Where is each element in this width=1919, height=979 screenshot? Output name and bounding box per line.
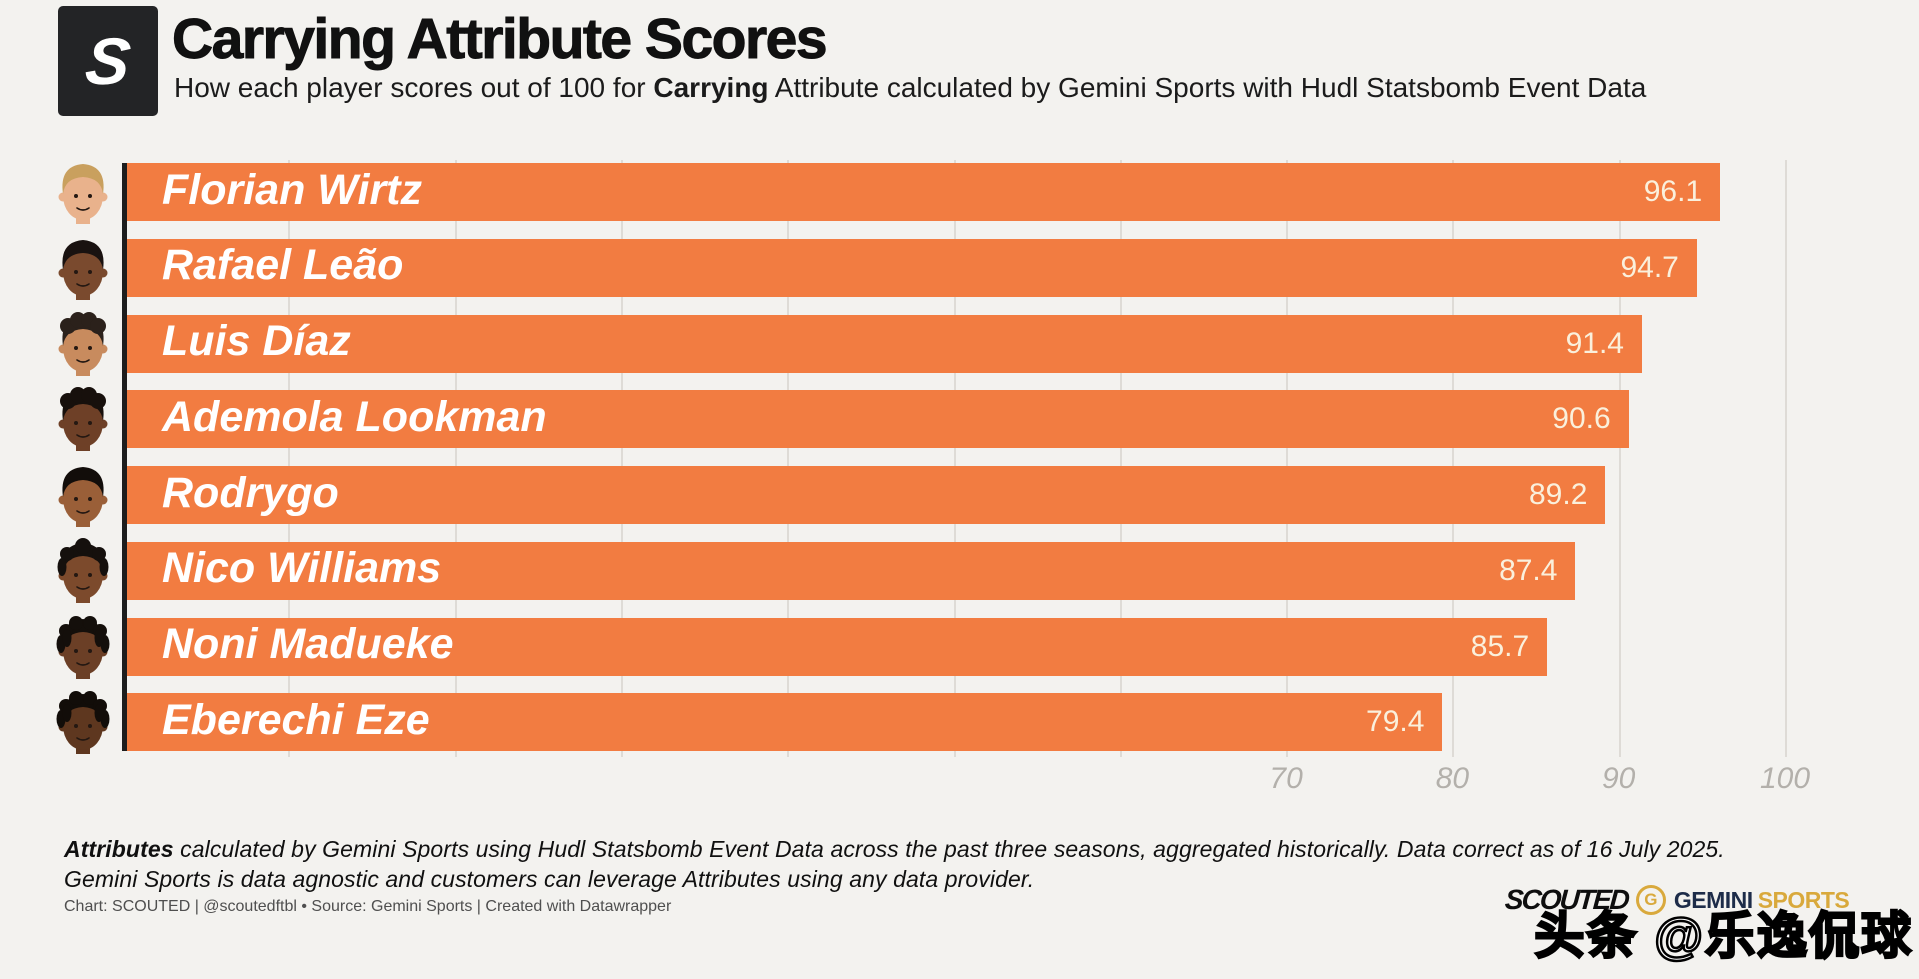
score-bar: Eberechi Eze 79.4 xyxy=(122,693,1443,752)
subtitle-prefix: How each player scores out of 100 for xyxy=(174,72,654,103)
gemini-g-icon: G xyxy=(1635,885,1666,915)
bar-value-label: 94.7 xyxy=(1620,250,1679,284)
footer-note-line2: Gemini Sports is data agnostic and custo… xyxy=(64,866,1035,892)
gridline xyxy=(953,160,956,757)
player-name-label: Eberechi Eze xyxy=(162,695,430,744)
gridline xyxy=(787,160,790,757)
player-name-label: Noni Madueke xyxy=(162,620,454,668)
gridline xyxy=(1452,160,1455,757)
axis-tick-label: 90 xyxy=(1602,762,1636,795)
player-avatar xyxy=(48,308,118,380)
score-bar: Noni Madueke 85.7 xyxy=(122,617,1548,676)
bar-value-label: 96.1 xyxy=(1643,175,1703,208)
axis-tick-label: 100 xyxy=(1759,762,1811,795)
credit-line: Chart: SCOUTED | @scoutedftbl • Source: … xyxy=(64,898,672,915)
score-bar: Florian Wirtz 96.1 xyxy=(122,163,1721,221)
gemini-wordmark: GEMINI xyxy=(1673,886,1753,913)
player-name-label: Florian Wirtz xyxy=(162,165,422,214)
footer-note-line1: Attributes calculated by Gemini Sports u… xyxy=(64,836,1725,863)
gridline xyxy=(288,160,291,757)
sports-wordmark: SPORTS xyxy=(1757,886,1850,913)
bar-row: Florian Wirtz 96.1 xyxy=(0,163,1919,224)
axis-tick-label: 70 xyxy=(1269,762,1303,795)
toutiao-watermark: 头条 @乐逸侃球 xyxy=(1533,907,1913,966)
footer-logos: SCOUTED G GEMINI SPORTS xyxy=(1504,884,1850,915)
bar-row: Luis Díaz 91.4 xyxy=(0,311,1919,376)
score-bar: Rafael Leão 94.7 xyxy=(122,238,1697,297)
gridline xyxy=(1119,160,1122,757)
player-avatar xyxy=(48,459,118,531)
bar-row: Rodrygo 89.2 xyxy=(0,466,1919,527)
bar-value-label: 91.4 xyxy=(1565,326,1624,360)
score-bar: Rodrygo 89.2 xyxy=(122,466,1606,524)
player-avatar xyxy=(48,156,118,228)
player-avatar xyxy=(48,686,118,758)
bar-value-label: 85.7 xyxy=(1470,629,1530,663)
footer-note-rest: calculated by Gemini Sports using Hudl S… xyxy=(173,836,1725,862)
gridline xyxy=(620,160,623,757)
page-subtitle: How each player scores out of 100 for Ca… xyxy=(174,72,1646,104)
bar-row: Eberechi Eze 79.4 xyxy=(0,691,1919,755)
axis-tick-label: 80 xyxy=(1435,762,1470,795)
player-avatar xyxy=(48,232,118,304)
bar-value-label: 89.2 xyxy=(1529,478,1588,511)
player-avatar xyxy=(48,611,118,683)
page-title: Carrying Attribute Scores xyxy=(171,7,828,72)
y-axis-line xyxy=(122,163,127,751)
player-avatar xyxy=(48,535,118,607)
bar-value-label: 87.4 xyxy=(1499,553,1558,587)
gridline xyxy=(1286,160,1289,757)
player-name-label: Rodrygo xyxy=(162,468,339,517)
score-bar: Ademola Lookman 90.6 xyxy=(122,390,1629,449)
bar-value-label: 90.6 xyxy=(1552,402,1611,436)
bar-row: Ademola Lookman 90.6 xyxy=(0,387,1919,452)
footer-note-bold: Attributes xyxy=(64,836,174,862)
gridline xyxy=(1785,160,1787,757)
bar-row: Rafael Leão 94.7 xyxy=(0,238,1919,300)
player-name-label: Nico Williams xyxy=(162,544,442,593)
player-name-label: Luis Díaz xyxy=(162,317,351,365)
scouted-logo: S xyxy=(58,6,158,116)
player-avatar xyxy=(48,383,118,455)
subtitle-bold-word: Carrying xyxy=(653,72,769,103)
bar-value-label: 79.4 xyxy=(1366,705,1425,739)
subtitle-suffix: Attribute calculated by Gemini Sports wi… xyxy=(768,72,1647,103)
score-bar: Luis Díaz 91.4 xyxy=(122,314,1642,373)
bar-row: Nico Williams 87.4 xyxy=(0,537,1919,603)
bar-row: Noni Madueke 85.7 xyxy=(0,615,1919,679)
player-name-label: Rafael Leão xyxy=(162,241,404,290)
player-name-label: Ademola Lookman xyxy=(162,392,547,441)
score-bar: Nico Williams 87.4 xyxy=(122,541,1576,600)
gridline xyxy=(454,160,457,757)
gridline xyxy=(1618,160,1621,757)
